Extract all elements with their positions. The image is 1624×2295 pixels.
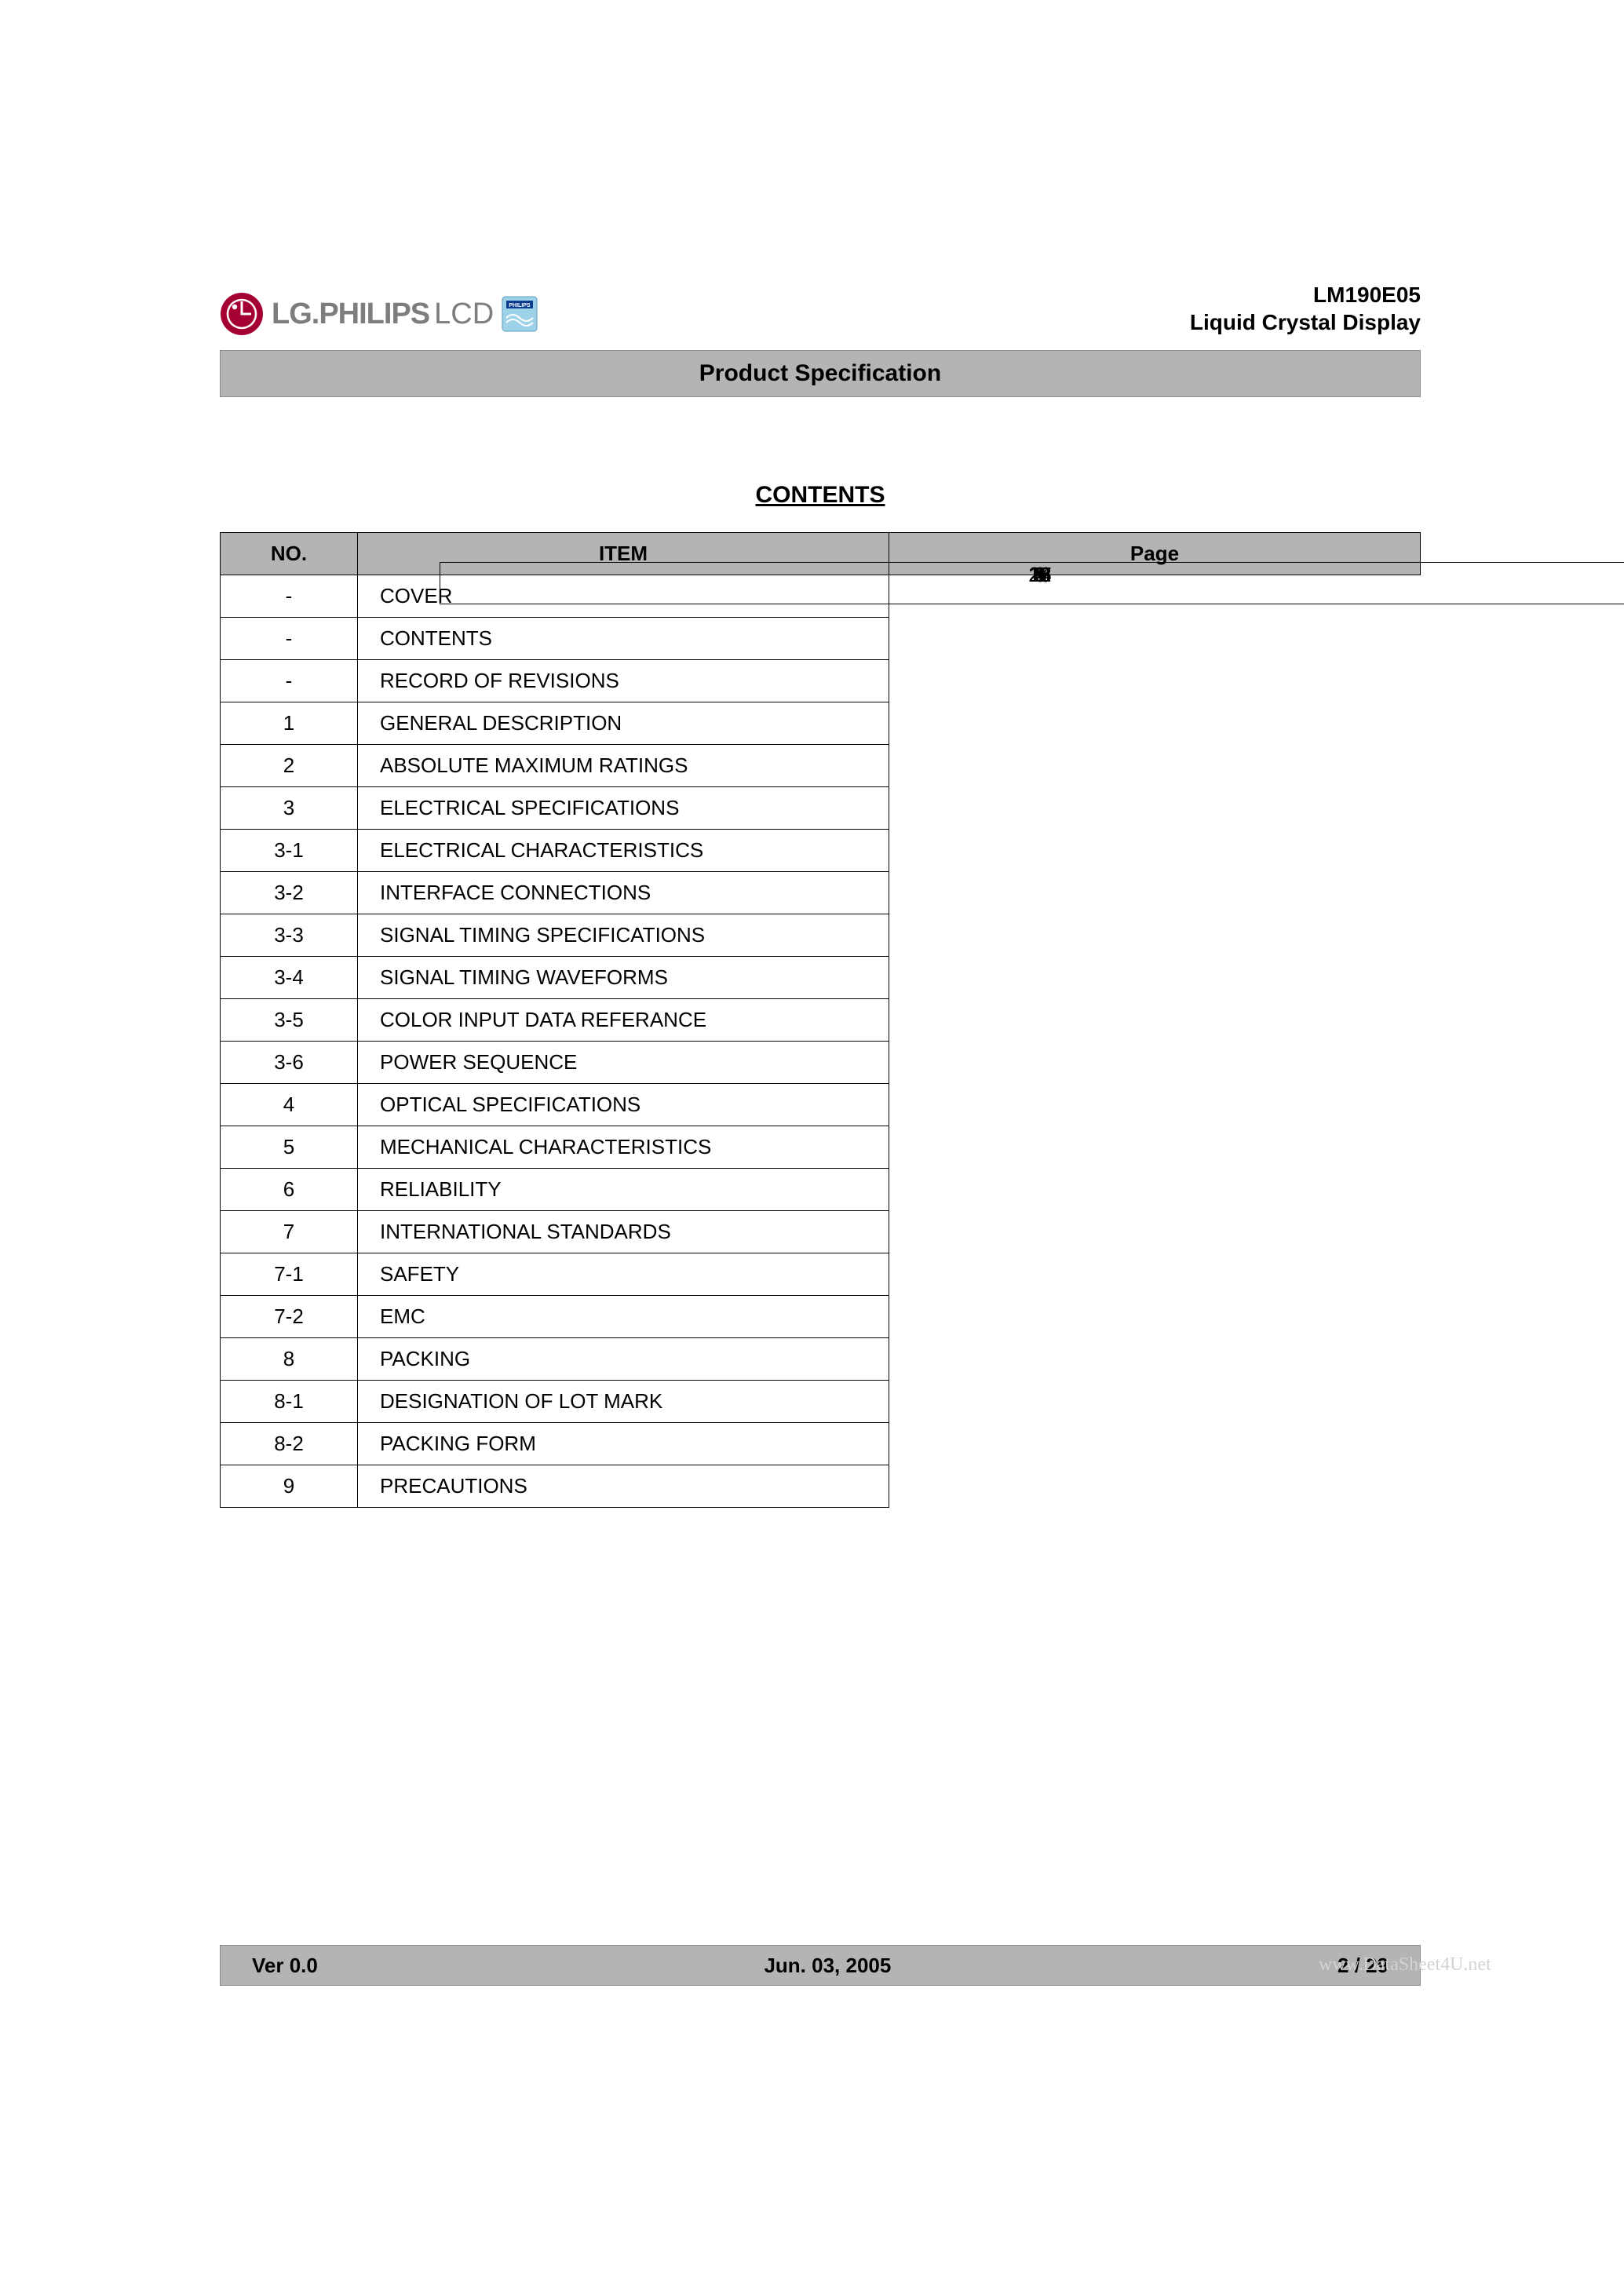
cell-no: 2 — [221, 745, 358, 787]
cell-item: DESIGNATION OF LOT MARK — [358, 1381, 889, 1423]
contents-heading: CONTENTS — [220, 482, 1421, 509]
cell-item: SIGNAL TIMING WAVEFORMS — [358, 957, 889, 999]
table-row: 2ABSOLUTE MAXIMUM RATINGS5 — [221, 745, 1421, 787]
footer-version: Ver 0.0 — [221, 1954, 318, 1978]
cell-item: INTERNATIONAL STANDARDS — [358, 1211, 889, 1253]
cell-item: PACKING FORM — [358, 1423, 889, 1465]
cell-no: 3-5 — [221, 999, 358, 1042]
cell-no: 7 — [221, 1211, 358, 1253]
cell-no: 4 — [221, 1084, 358, 1126]
cell-no: 6 — [221, 1169, 358, 1211]
table-row: 3-4SIGNAL TIMING WAVEFORMS14 — [221, 957, 1421, 999]
product-subtitle: Liquid Crystal Display — [1190, 308, 1421, 336]
cell-no: - — [221, 660, 358, 702]
cell-item: CONTENTS — [358, 618, 889, 660]
header-right: LM190E05 Liquid Crystal Display — [1190, 281, 1421, 336]
cell-no: 3 — [221, 787, 358, 830]
cell-item: SAFETY — [358, 1253, 889, 1296]
cell-item: ELECTRICAL CHARACTERISTICS — [358, 830, 889, 872]
cell-no: 8 — [221, 1338, 358, 1381]
cell-page: 28 — [440, 562, 1624, 604]
table-row: -RECORD OF REVISIONS3 — [221, 660, 1421, 702]
logo-company: LG.PHILIPS — [272, 297, 429, 331]
table-row: 3-6POWER SEQUENCE16 — [221, 1042, 1421, 1084]
cell-item: ABSOLUTE MAXIMUM RATINGS — [358, 745, 889, 787]
table-row: 3-5COLOR INPUT DATA REFERANCE15 — [221, 999, 1421, 1042]
col-header-no: NO. — [221, 533, 358, 575]
cell-item: PACKING — [358, 1338, 889, 1381]
cell-item: PRECAUTIONS — [358, 1465, 889, 1508]
table-row: 1GENERAL DESCRIPTION4 — [221, 702, 1421, 745]
table-row: 7-2EMC26 — [221, 1296, 1421, 1338]
table-row: 5MECHANICAL CHARACTERISTICS22 — [221, 1126, 1421, 1169]
table-row: 8PACKING27 — [221, 1338, 1421, 1381]
spec-title-bar: Product Specification — [220, 350, 1421, 397]
table-row: 3ELECTRICAL SPECIFICATIONS6 — [221, 787, 1421, 830]
company-logo: LG.PHILIPS LCD PHILIPS — [220, 292, 538, 336]
cell-item: INTERFACE CONNECTIONS — [358, 872, 889, 914]
footer-bar: Ver 0.0 Jun. 03, 2005 2 / 29 — [220, 1945, 1421, 1986]
table-row: 6RELIABILITY25 — [221, 1169, 1421, 1211]
table-row: 7-1SAFETY26 — [221, 1253, 1421, 1296]
model-number: LM190E05 — [1190, 281, 1421, 308]
logo-suffix: LCD — [434, 297, 494, 331]
cell-no: - — [221, 618, 358, 660]
cell-no: 5 — [221, 1126, 358, 1169]
cell-item: POWER SEQUENCE — [358, 1042, 889, 1084]
logo-text: LG.PHILIPS LCD — [272, 297, 494, 331]
watermark-text: www.DataSheet4U.net — [1319, 1954, 1491, 1976]
cell-item: SIGNAL TIMING SPECIFICATIONS — [358, 914, 889, 957]
table-row: 3-2INTERFACE CONNECTIONS9 — [221, 872, 1421, 914]
cell-item: EMC — [358, 1296, 889, 1338]
cell-no: 3-1 — [221, 830, 358, 872]
table-row: 3-1ELECTRICAL CHARACTERISTICS6 — [221, 830, 1421, 872]
cell-item: ELECTRICAL SPECIFICATIONS — [358, 787, 889, 830]
table-row: 3-3SIGNAL TIMING SPECIFICATIONS13 — [221, 914, 1421, 957]
table-row: -CONTENTS2 — [221, 618, 1421, 660]
header-row: LG.PHILIPS LCD PHILIPS LM190E05 Liquid C… — [220, 281, 1421, 336]
table-row: 8-2PACKING FORM27 — [221, 1423, 1421, 1465]
cell-item: RELIABILITY — [358, 1169, 889, 1211]
cell-no: 7-2 — [221, 1296, 358, 1338]
table-row: 8-1DESIGNATION OF LOT MARK27 — [221, 1381, 1421, 1423]
spec-title-text: Product Specification — [699, 360, 941, 387]
cell-no: 3-2 — [221, 872, 358, 914]
contents-table: NO. ITEM Page -COVER1-CONTENTS2-RECORD O… — [220, 532, 1421, 1508]
cell-item: COLOR INPUT DATA REFERANCE — [358, 999, 889, 1042]
page-content: LG.PHILIPS LCD PHILIPS LM190E05 Liquid C… — [220, 281, 1421, 1508]
cell-item: OPTICAL SPECIFICATIONS — [358, 1084, 889, 1126]
table-row: 4OPTICAL SPECIFICATIONS17 — [221, 1084, 1421, 1126]
svg-text:PHILIPS: PHILIPS — [509, 303, 531, 308]
cell-no: 8-1 — [221, 1381, 358, 1423]
cell-no: 7-1 — [221, 1253, 358, 1296]
footer-date: Jun. 03, 2005 — [318, 1954, 1338, 1978]
cell-item: GENERAL DESCRIPTION — [358, 702, 889, 745]
table-row: 7INTERNATIONAL STANDARDS26 — [221, 1211, 1421, 1253]
cell-no: 9 — [221, 1465, 358, 1508]
cell-no: 3-4 — [221, 957, 358, 999]
cell-no: 8-2 — [221, 1423, 358, 1465]
table-row: 9PRECAUTIONS28 — [221, 1465, 1421, 1508]
cell-no: 3-3 — [221, 914, 358, 957]
cell-no: - — [221, 575, 358, 618]
lg-roundel-icon — [220, 292, 264, 336]
cell-item: MECHANICAL CHARACTERISTICS — [358, 1126, 889, 1169]
philips-badge-icon: PHILIPS — [502, 296, 538, 332]
cell-item: RECORD OF REVISIONS — [358, 660, 889, 702]
cell-no: 3-6 — [221, 1042, 358, 1084]
cell-no: 1 — [221, 702, 358, 745]
